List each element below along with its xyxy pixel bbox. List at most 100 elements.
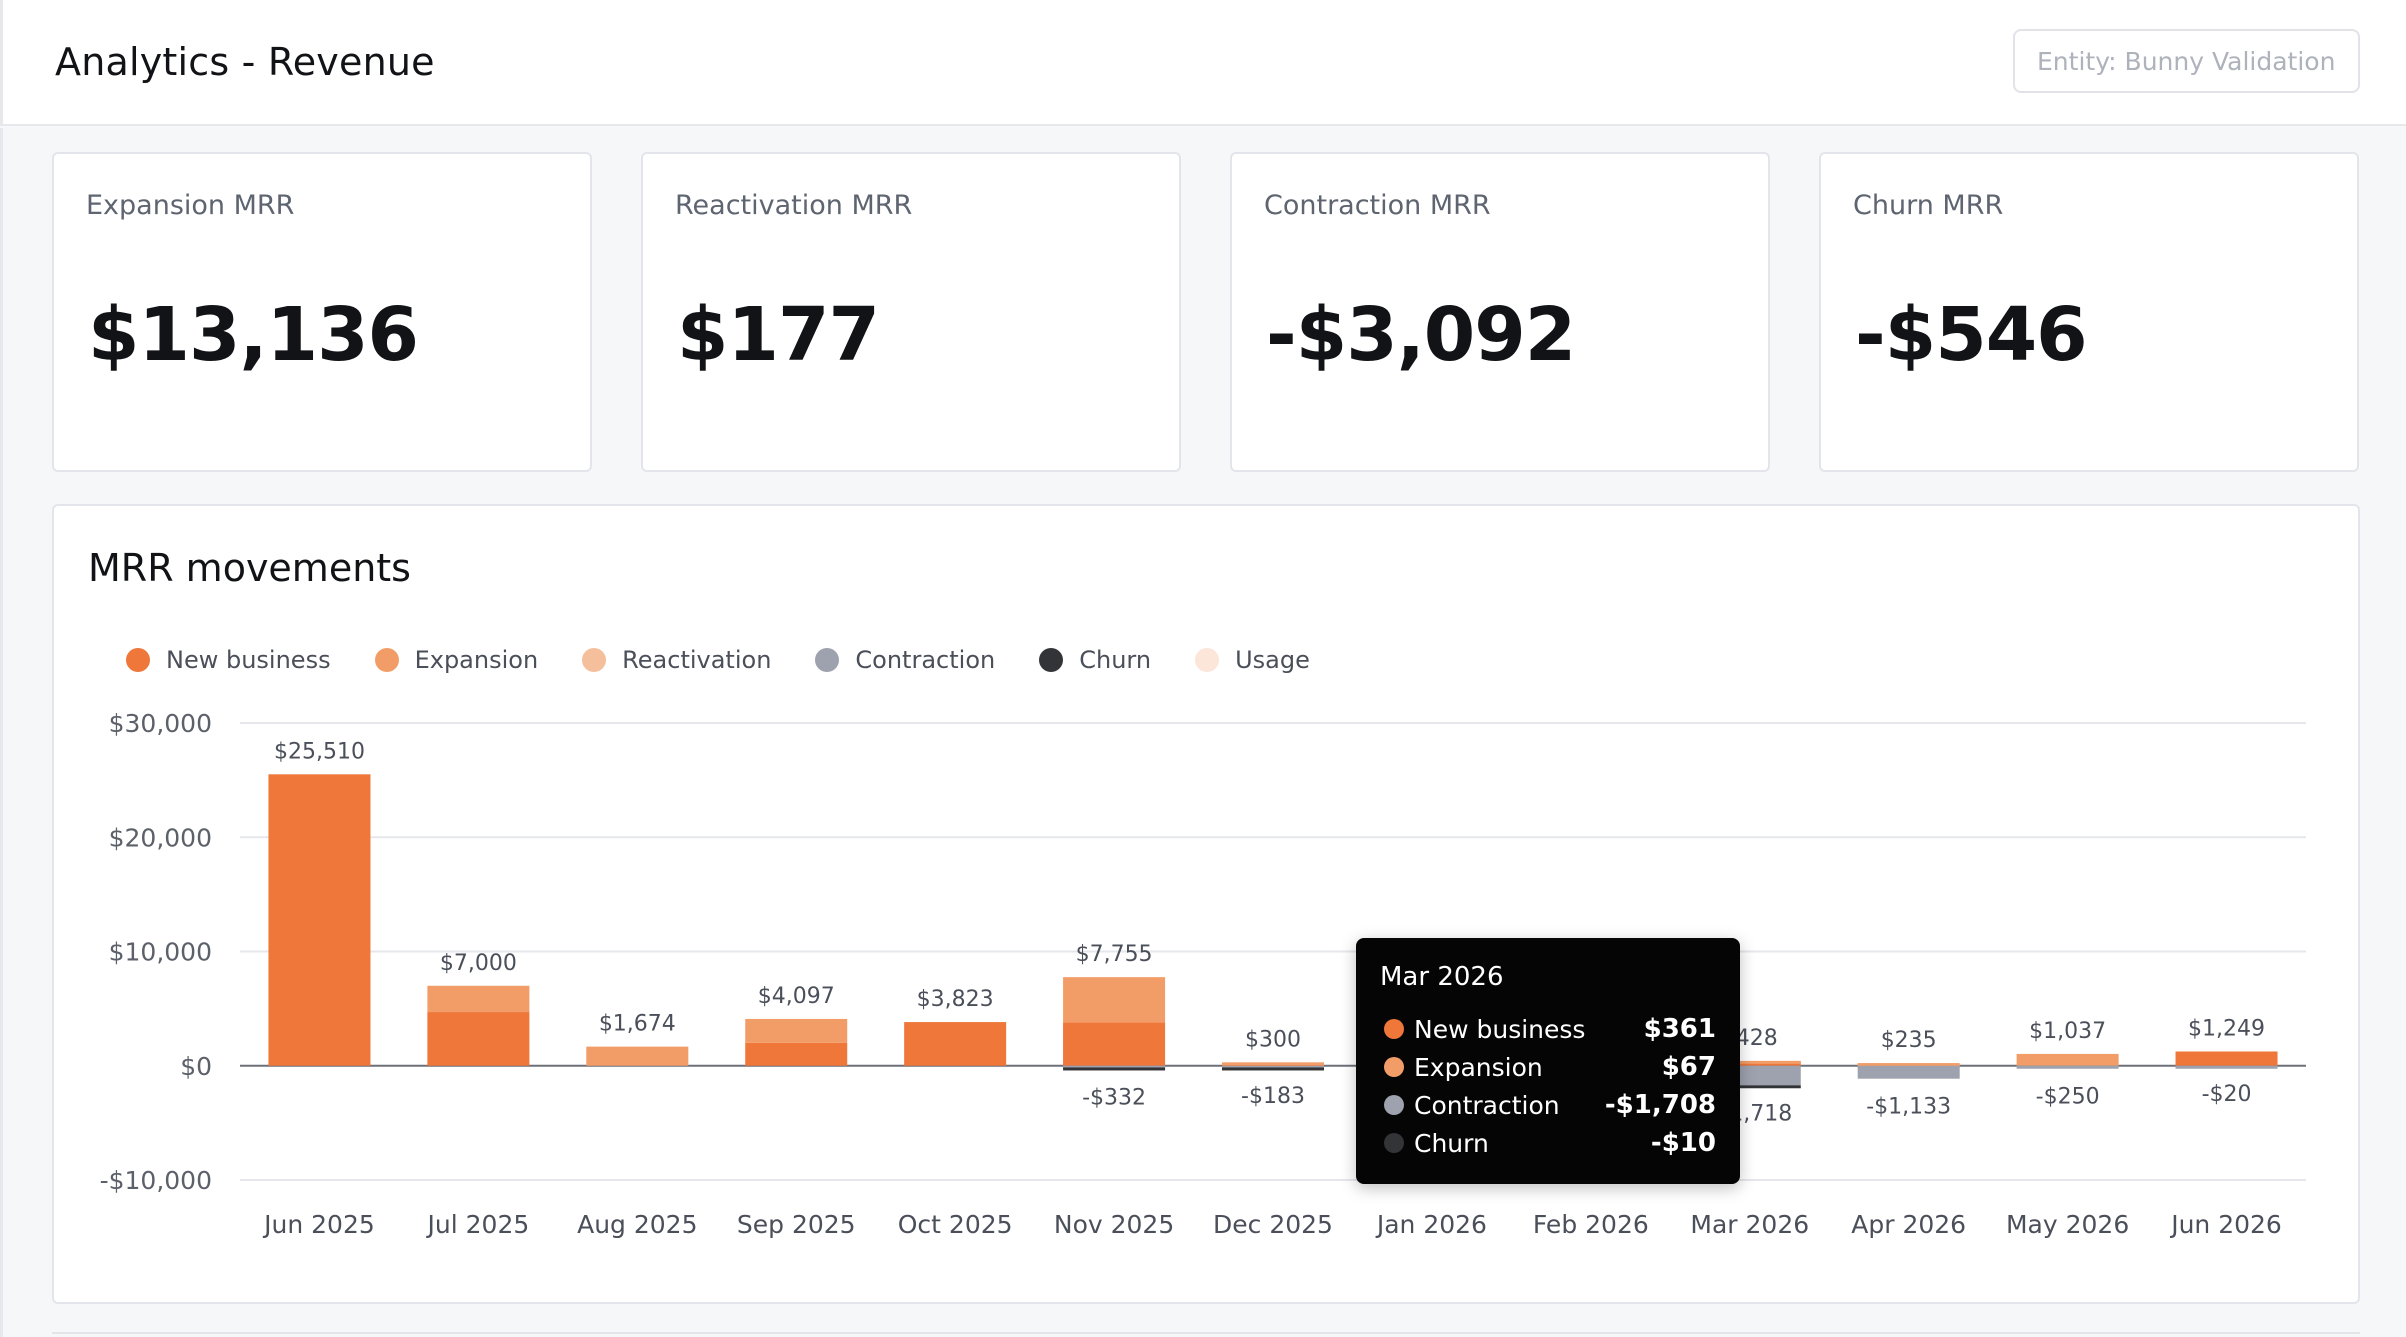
y-tick-label: $20,000 xyxy=(109,823,212,852)
x-tick-label: Aug 2025 xyxy=(577,1210,697,1239)
legend-dot-icon xyxy=(374,648,399,672)
bar-value-label: -$20 xyxy=(2202,1082,2252,1107)
legend-item-expansion[interactable]: Expansion xyxy=(374,646,539,674)
legend-dot-icon xyxy=(1195,648,1220,672)
x-tick-label: May 2026 xyxy=(2006,1210,2129,1239)
x-tick-label: Jan 2026 xyxy=(1375,1210,1487,1239)
bar-value-label: -$250 xyxy=(2036,1085,2100,1110)
bar-value-label: $4,097 xyxy=(758,984,835,1009)
bar-segment-contraction xyxy=(1222,1065,1324,1069)
bar-segment-new-business xyxy=(1222,1064,1324,1068)
x-tick-label: Oct 2025 xyxy=(898,1210,1013,1239)
tooltip-value: -$10 xyxy=(1650,1128,1716,1158)
bar-segment-contraction xyxy=(1063,1065,1166,1069)
bar-segment-churn xyxy=(1222,1067,1324,1071)
bar-value-label: $300 xyxy=(1245,1027,1301,1052)
entity-filter-input[interactable] xyxy=(2013,29,2360,93)
x-tick-label: Dec 2025 xyxy=(1213,1210,1333,1239)
bar-segment-contraction xyxy=(1857,1065,1960,1079)
kpi-value: -$546 xyxy=(1855,292,2088,378)
bar-value-label: $7,755 xyxy=(1076,942,1153,967)
kpi-label: Contraction MRR xyxy=(1264,190,1491,221)
bar-segment-new-business xyxy=(427,1012,530,1066)
legend-label: Contraction xyxy=(855,646,996,674)
x-tick-label: Jun 2025 xyxy=(262,1210,375,1239)
bar-value-label: -$183 xyxy=(1241,1084,1305,1109)
tooltip-label: Churn xyxy=(1414,1128,1489,1158)
chart-tooltip: Mar 2026 New business $361 Expansion $67… xyxy=(1356,938,1740,1184)
kpi-card-reactivation: Reactivation MRR $177 xyxy=(641,152,1181,472)
tooltip-label: Expansion xyxy=(1414,1052,1543,1082)
bar-segment-expansion xyxy=(1857,1063,1960,1067)
bar-segment-expansion xyxy=(1698,1060,1801,1064)
kpi-card-contraction: Contraction MRR -$3,092 xyxy=(1230,152,1770,472)
bar-segment-expansion xyxy=(2016,1053,2119,1066)
kpi-label: Churn MRR xyxy=(1853,190,2004,221)
tooltip-dot-icon xyxy=(1384,1133,1404,1153)
tooltip-dot-icon xyxy=(1384,1095,1404,1115)
tooltip-dot-icon xyxy=(1384,1019,1404,1039)
kpi-label: Reactivation MRR xyxy=(675,190,913,221)
tooltip-label: New business xyxy=(1414,1014,1586,1044)
y-tick-label: $10,000 xyxy=(109,938,212,967)
legend-dot-icon xyxy=(582,648,607,672)
legend-item-new-business[interactable]: New business xyxy=(126,646,331,674)
x-tick-label: Jun 2026 xyxy=(2169,1210,2282,1239)
bar-segment-expansion xyxy=(427,985,530,1013)
kpi-value: -$3,092 xyxy=(1266,292,1576,378)
bar-segment-new-business xyxy=(904,1022,1007,1066)
tooltip-label: Contraction xyxy=(1414,1090,1560,1120)
page-title: Analytics - Revenue xyxy=(55,40,435,84)
bar-segment-expansion xyxy=(1063,977,1166,1023)
tooltip-row-expansion: Expansion $67 xyxy=(1384,1050,1716,1084)
legend-item-contraction[interactable]: Contraction xyxy=(815,646,995,674)
legend-item-usage[interactable]: Usage xyxy=(1195,646,1310,674)
bar-segment-new-business xyxy=(1063,1022,1166,1066)
tooltip-row-churn: Churn -$10 xyxy=(1384,1126,1716,1160)
bar-segment-new-business xyxy=(2175,1051,2278,1066)
legend-label: Expansion xyxy=(414,646,539,674)
legend-label: New business xyxy=(166,646,331,674)
bar-segment-expansion xyxy=(586,1046,689,1066)
tooltip-row-new-business: New business $361 xyxy=(1384,1012,1716,1046)
bar-segment-expansion xyxy=(745,1018,848,1043)
bar-value-label: $1,249 xyxy=(2188,1016,2265,1041)
chart-legend: New business Expansion Reactivation Cont… xyxy=(126,646,1354,674)
bar-segment-contraction xyxy=(2175,1065,2278,1069)
y-tick-label: $30,000 xyxy=(109,709,212,738)
bar-segment-churn xyxy=(1063,1067,1166,1071)
legend-item-reactivation[interactable]: Reactivation xyxy=(582,646,771,674)
tooltip-dot-icon xyxy=(1384,1057,1404,1077)
legend-item-churn[interactable]: Churn xyxy=(1039,646,1151,674)
bar-value-label: $235 xyxy=(1881,1028,1937,1053)
tooltip-value: -$1,708 xyxy=(1604,1090,1716,1120)
tooltip-value: $361 xyxy=(1643,1014,1716,1044)
mrr-movements-card: MRR movements New business Expansion Rea… xyxy=(52,504,2360,1304)
y-tick-label: $0 xyxy=(180,1052,212,1081)
x-tick-label: Sep 2025 xyxy=(737,1210,856,1239)
legend-label: Reactivation xyxy=(622,646,772,674)
tooltip-value: $67 xyxy=(1661,1052,1716,1082)
tooltip-row-contraction: Contraction -$1,708 xyxy=(1384,1088,1716,1122)
x-tick-label: Mar 2026 xyxy=(1690,1210,1809,1239)
bar-segment-new-business xyxy=(268,774,371,1066)
legend-dot-icon xyxy=(126,648,150,672)
bar-value-label: -$1,133 xyxy=(1866,1095,1951,1120)
app-header: Analytics - Revenue xyxy=(0,0,2406,126)
bottom-divider xyxy=(52,1332,2360,1334)
kpi-card-churn: Churn MRR -$546 xyxy=(1819,152,2359,472)
kpi-card-expansion: Expansion MRR $13,136 xyxy=(52,152,592,472)
legend-label: Churn xyxy=(1079,646,1152,674)
tooltip-title: Mar 2026 xyxy=(1380,962,1504,992)
legend-dot-icon xyxy=(1039,648,1064,672)
kpi-value: $177 xyxy=(677,292,880,378)
bar-segment-new-business xyxy=(745,1042,848,1066)
legend-label: Usage xyxy=(1235,646,1310,674)
bar-value-label: $7,000 xyxy=(440,951,517,976)
bar-value-label: $1,674 xyxy=(599,1012,676,1037)
chart-title: MRR movements xyxy=(88,546,411,590)
x-tick-label: Apr 2026 xyxy=(1851,1210,1966,1239)
bar-value-label: $25,510 xyxy=(274,739,365,764)
x-tick-label: Nov 2025 xyxy=(1054,1210,1174,1239)
kpi-value: $13,136 xyxy=(88,292,419,378)
